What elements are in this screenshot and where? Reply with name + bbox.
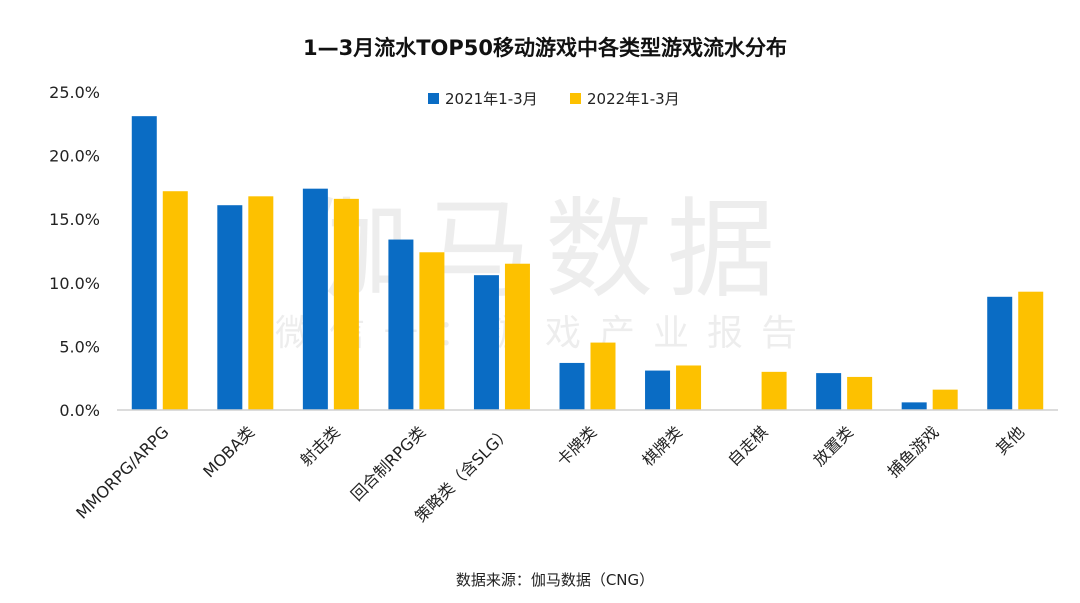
x-category-label: MMORPG/ARPG (72, 422, 172, 522)
y-tick-label: 10.0% (49, 274, 100, 293)
watermark-sub: 微信号：游戏产业报告 (275, 313, 815, 354)
bar-2022-9 (932, 389, 958, 410)
y-tick-label: 25.0% (49, 83, 100, 102)
x-category-label: 回合制RPG类 (347, 422, 429, 504)
bar-2022-5 (590, 342, 616, 410)
bar-2022-0 (162, 191, 188, 410)
legend-swatch-2021 (428, 93, 439, 104)
watermark-main: 伽马数据 (301, 188, 789, 313)
x-category-label: 卡牌类 (553, 422, 600, 469)
bar-2021-8 (816, 373, 842, 410)
y-tick-label: 15.0% (49, 210, 100, 229)
bars (131, 116, 1044, 410)
x-category-label: 棋牌类 (638, 422, 685, 469)
legend-label-2021: 2021年1-3月 (445, 90, 538, 108)
bar-2021-9 (901, 402, 927, 410)
bar-2022-6 (676, 365, 702, 410)
bar-2021-4 (473, 275, 499, 410)
x-category-label: 捕鱼游戏 (884, 422, 943, 481)
source-note: 数据来源：伽马数据（CNG） (456, 571, 654, 589)
bar-2022-4 (504, 263, 530, 410)
bar-2022-8 (847, 376, 873, 410)
legend-swatch-2022 (570, 93, 581, 104)
x-category-label: 其他 (992, 422, 1028, 458)
bar-2021-0 (131, 116, 157, 410)
x-category-label: 自走棋 (724, 422, 771, 469)
bar-2021-6 (645, 370, 671, 410)
y-tick-label: 20.0% (49, 147, 100, 166)
bar-2021-5 (559, 362, 585, 410)
bar-2022-3 (419, 252, 445, 410)
chart-title: 1—3月流水TOP50移动游戏中各类型游戏流水分布 (303, 36, 787, 60)
x-category-label: MOBA类 (199, 422, 258, 481)
bar-2021-2 (302, 188, 328, 410)
bar-2021-3 (388, 239, 414, 410)
legend-label-2022: 2022年1-3月 (587, 90, 680, 108)
bar-2022-10 (1018, 291, 1044, 410)
bar-2022-7 (761, 371, 787, 410)
bar-2022-2 (333, 198, 359, 410)
legend: 2021年1-3月 2022年1-3月 (428, 90, 680, 108)
bar-2021-1 (217, 205, 243, 410)
bar-2022-1 (248, 196, 274, 410)
x-category-label: 放置类 (810, 422, 857, 469)
bar-2021-10 (987, 296, 1013, 410)
y-tick-label: 5.0% (59, 337, 100, 356)
x-category-label: 射击类 (296, 422, 343, 469)
y-tick-label: 0.0% (59, 401, 100, 420)
y-axis: 0.0% 5.0% 10.0% 15.0% 20.0% 25.0% (49, 83, 100, 420)
